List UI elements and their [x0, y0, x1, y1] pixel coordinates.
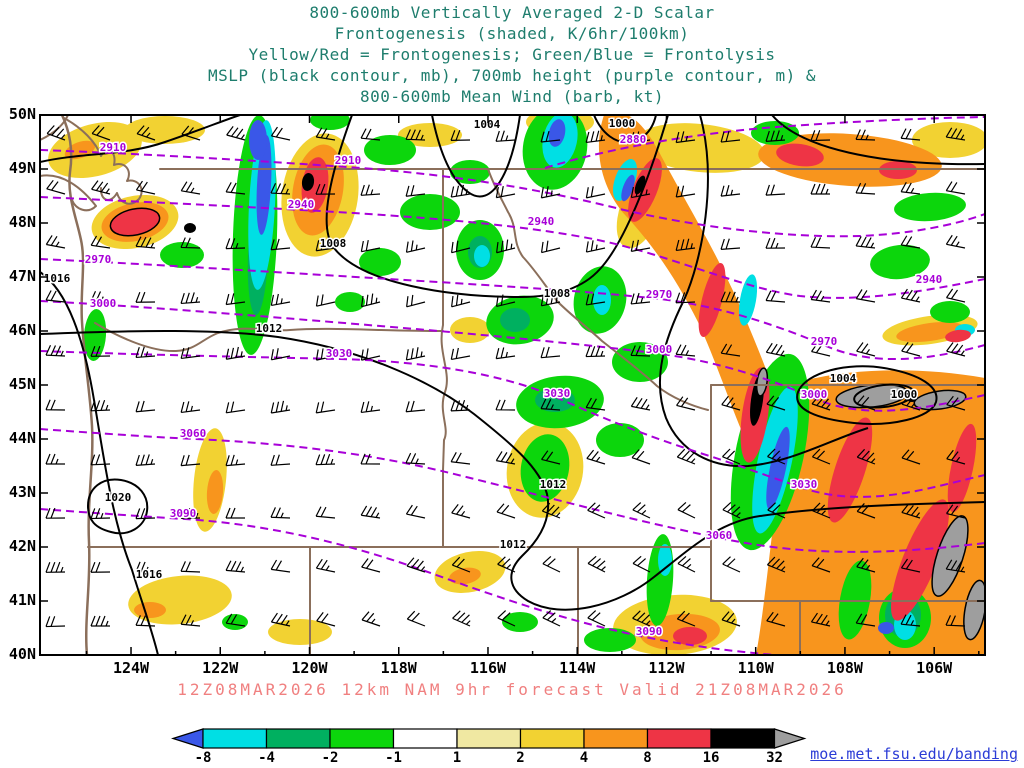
colorbar-tick-label: -4: [258, 750, 275, 766]
map-frame: [39, 114, 986, 656]
colorbar-tick-label: 2: [516, 750, 524, 766]
height-contour-label: 2970: [646, 288, 673, 301]
lat-tick-label: 42N: [8, 537, 36, 555]
colorbar-tick-label: 4: [580, 750, 588, 766]
wind-barbs: [45, 125, 966, 628]
height-contour-label: 3030: [326, 347, 353, 360]
colorbar-segment: [646, 728, 712, 749]
height-contour-label: 3060: [706, 529, 733, 542]
title-line-4: MSLP (black contour, mb), 700mb height (…: [208, 66, 816, 85]
height-contour-label: 3030: [544, 387, 571, 400]
colorbar-tick-label: -1: [385, 750, 402, 766]
mslp-contour-label: 1004: [830, 372, 857, 385]
frontogenesis-shading: [48, 115, 985, 655]
lat-tick-label: 40N: [8, 645, 36, 663]
lon-tick-label: 106W: [916, 659, 953, 677]
lon-tick-label: 112W: [648, 659, 685, 677]
axis-ticks: [40, 114, 985, 656]
colorbar-tick-label: 16: [703, 750, 720, 766]
height-contour-label: 2910: [100, 141, 127, 154]
colorbar-segment: [265, 728, 331, 749]
lat-tick-label: 41N: [8, 591, 36, 609]
height-contour-label: 2910: [335, 154, 362, 167]
title-line-1: 800-600mb Vertically Averaged 2-D Scalar: [309, 3, 715, 22]
mslp-contour-label: 1016: [44, 272, 71, 285]
colorbar-segment: [202, 728, 268, 749]
mslp-contour-label: 1008: [544, 287, 571, 300]
colorbar-segment: [710, 728, 776, 749]
height-contour-label: 2940: [288, 198, 315, 211]
colorbar-tick-label: 1: [453, 750, 461, 766]
title-line-3: Yellow/Red = Frontogenesis; Green/Blue =…: [248, 45, 776, 64]
colorbar-segment: [392, 728, 458, 749]
colorbar-segment: [329, 728, 395, 749]
mslp-contour-label: 1012: [256, 322, 283, 335]
lon-tick-label: 114W: [559, 659, 596, 677]
height-contour-label: 3000: [801, 388, 828, 401]
height-contour-label: 3000: [646, 343, 673, 356]
forecast-caption: 12Z08MAR2026 12km NAM 9hr forecast Valid…: [177, 680, 847, 699]
mslp-contour-label: 1016: [136, 568, 163, 581]
lon-tick-label: 116W: [469, 659, 507, 677]
title-line-5: 800-600mb Mean Wind (barb, kt): [360, 87, 664, 106]
height-contour-label: 2970: [85, 253, 112, 266]
colorbar-tick-label: -8: [195, 750, 212, 766]
lat-tick-label: 47N: [8, 267, 36, 285]
colorbar-tick-label: -2: [322, 750, 339, 766]
height-contours: [40, 116, 985, 655]
lat-tick-label: 50N: [8, 105, 36, 123]
lat-tick-label: 43N: [8, 483, 36, 501]
colorbar-tick-label: 32: [766, 750, 783, 766]
credit-link[interactable]: moe.met.fsu.edu/banding: [810, 745, 1018, 763]
mslp-contour-label: 1008: [320, 237, 347, 250]
colorbar-tick-label: 8: [643, 750, 651, 766]
title-line-2: Frontogenesis (shaded, K/6hr/100km): [334, 24, 690, 43]
contour-labels: 1004 1000 1008 1008 1012 1012 1012 1016 1016 1020…: [42, 116, 944, 640]
colorbar-segment: [456, 728, 522, 749]
height-contour-label: 3060: [180, 427, 207, 440]
lat-tick-label: 44N: [8, 429, 36, 447]
mslp-contour-label: 1004: [474, 118, 501, 131]
mslp-contour-label: 1012: [500, 538, 527, 551]
height-contour-label: 2970: [811, 335, 838, 348]
height-contour-label: 3000: [90, 297, 117, 310]
height-contour-label: 3090: [170, 507, 197, 520]
lat-tick-label: 46N: [8, 321, 36, 339]
colorbar-over-arrow: [773, 728, 807, 749]
height-contour-label: 2940: [528, 215, 555, 228]
colorbar-segment: [583, 728, 649, 749]
chart-title: 800-600mb Vertically Averaged 2-D Scalar…: [0, 2, 1024, 107]
lon-tick-label: 122W: [202, 659, 239, 677]
lon-tick-label: 120W: [291, 659, 328, 677]
mslp-contour-label: 1012: [540, 478, 567, 491]
lon-tick-label: 118W: [380, 659, 417, 677]
mslp-contour-label: 1000: [891, 388, 918, 401]
map-canvas: 1004 1000 1008 1008 1012 1012 1012 1016 1016 1020…: [40, 115, 985, 655]
colorbar-under-arrow: [171, 728, 204, 749]
lat-tick-label: 45N: [8, 375, 36, 393]
height-contour-label: 2940: [916, 273, 943, 286]
state-borders: [40, 115, 985, 655]
lon-tick-label: 108W: [826, 659, 863, 677]
height-contour-label: 3030: [791, 478, 818, 491]
mslp-contour-label: 1000: [609, 117, 636, 130]
lat-tick-label: 49N: [8, 159, 36, 177]
colorbar-segment: [519, 728, 585, 749]
colorbar: -8 -4 -2 -1 1 2 4 8 16 32: [171, 728, 807, 766]
height-contour-label: 3090: [636, 625, 663, 638]
mslp-contour-label: 1020: [105, 491, 132, 504]
lon-tick-label: 110W: [737, 659, 774, 677]
mslp-contours: [40, 115, 985, 655]
height-contour-label: 2880: [620, 133, 647, 146]
lat-tick-label: 48N: [8, 213, 36, 231]
lon-tick-label: 124W: [112, 659, 150, 677]
